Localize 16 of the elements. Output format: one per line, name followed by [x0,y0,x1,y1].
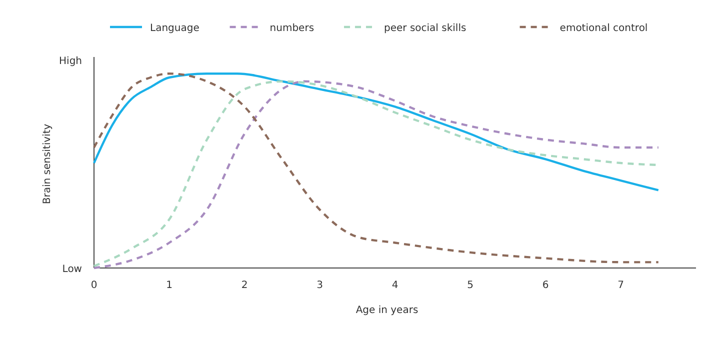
x-tick-label: 5 [467,280,474,291]
text: High [59,56,82,67]
x-tick-label: 3 [316,280,323,291]
x-tick-label: 7 [618,280,624,291]
legend-label: numbers [270,23,314,34]
text: Low [62,264,82,275]
x-tick-label: 4 [392,280,398,291]
x-tick-label: 0 [90,280,98,291]
legend-label: emotional control [560,23,648,34]
x-tick-label: 1 [166,280,172,291]
y-axis-title: Brain sensitivity [42,124,53,204]
legend-label: peer social skills [384,23,466,34]
x-tick-label: 6 [542,280,549,291]
legend-label: Language [150,23,200,34]
x-tick-label: 2 [241,280,248,291]
x-axis-title: Age in years [356,305,418,316]
